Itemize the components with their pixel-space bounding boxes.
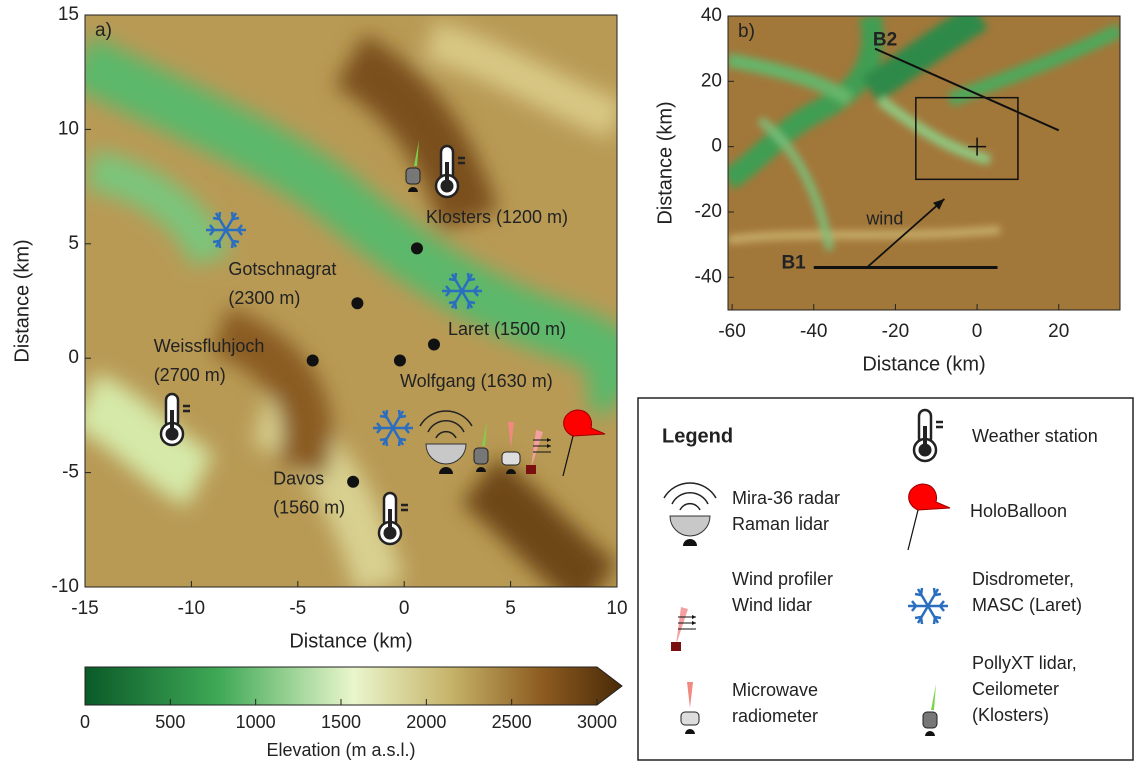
- y-tick-label: 20: [701, 70, 722, 91]
- y-tick-label: 0: [711, 136, 722, 157]
- legend-label: radiometer: [732, 706, 818, 726]
- legend-label: Wind lidar: [732, 595, 812, 615]
- y-tick-label: 15: [58, 4, 79, 25]
- colorbar-tick-label: 500: [155, 712, 185, 732]
- y-tick-label: -40: [695, 266, 722, 287]
- wind-arrow: [866, 198, 946, 269]
- colorbar-tick-label: 1500: [321, 712, 361, 732]
- y-tick-label: -10: [52, 576, 79, 597]
- x-tick-label: 0: [972, 321, 983, 342]
- x-tick-label: -60: [718, 321, 745, 342]
- legend-label: Weather station: [972, 426, 1098, 446]
- x-tick-label: 0: [399, 598, 410, 619]
- site-marker: [347, 475, 360, 488]
- y-axis-label: Distance (km): [11, 239, 33, 362]
- site-label: (2300 m): [228, 288, 300, 308]
- site-marker: [351, 297, 364, 310]
- x-tick-label: 10: [606, 598, 627, 619]
- wind-label: wind: [865, 208, 903, 228]
- x-tick-label: -5: [289, 598, 306, 619]
- legend-label: Raman lidar: [732, 514, 829, 534]
- site-label: (2700 m): [154, 365, 226, 385]
- site-marker: [393, 354, 406, 367]
- transect-label: B2: [873, 30, 897, 51]
- x-axis-label: Distance (km): [289, 630, 412, 652]
- site-label: (1560 m): [273, 498, 345, 518]
- legend-label: Ceilometer: [972, 679, 1059, 699]
- center-marker: [968, 137, 987, 156]
- site-label: Gotschnagrat: [228, 259, 336, 279]
- y-tick-label: -5: [62, 462, 79, 483]
- legend-label: Mira-36 radar: [732, 488, 840, 508]
- axes-b: [727, 15, 1121, 311]
- site-marker: [410, 242, 423, 255]
- colorbar: [84, 666, 623, 706]
- y-tick-label: -20: [695, 201, 722, 222]
- legend-label: Microwave: [732, 680, 818, 700]
- legend-label: Disdrometer,: [972, 569, 1074, 589]
- legend-label: PollyXT lidar,: [972, 653, 1077, 673]
- y-tick-label: 10: [58, 118, 79, 139]
- x-axis-label: Distance (km): [862, 353, 985, 375]
- transect: [874, 47, 1060, 132]
- y-tick-label: 0: [68, 347, 79, 368]
- site-marker: [306, 354, 319, 367]
- colorbar-tick-label: 2000: [406, 712, 446, 732]
- colorbar-tick-label: 2500: [492, 712, 532, 732]
- legend-box: [637, 397, 1134, 761]
- x-tick-label: -20: [882, 321, 909, 342]
- legend-label: HoloBalloon: [970, 501, 1067, 521]
- x-tick-label: 20: [1048, 321, 1069, 342]
- wind-arrowhead: [933, 198, 945, 210]
- site-label: Klosters (1200 m): [426, 207, 568, 227]
- y-axis-label: Distance (km): [654, 101, 676, 224]
- legend-label: MASC (Laret): [972, 595, 1082, 615]
- colorbar-tick-label: 3000: [577, 712, 617, 732]
- colorbar-label: Elevation (m a.s.l.): [266, 740, 415, 760]
- x-tick-label: -40: [800, 321, 827, 342]
- x-tick-label: -10: [178, 598, 205, 619]
- site-label: Laret (1500 m): [448, 319, 566, 339]
- legend-label: Wind profiler: [732, 569, 833, 589]
- panel-label: b): [738, 21, 755, 42]
- transect-label: B1: [781, 253, 806, 274]
- y-tick-label: 5: [68, 233, 79, 254]
- site-label: Weissfluhjoch: [154, 336, 265, 356]
- x-tick-label: -15: [71, 598, 98, 619]
- terrain-a: [85, 15, 617, 587]
- site-label: Davos: [273, 469, 324, 489]
- panel-label: a): [95, 20, 112, 41]
- legend-label: (Klosters): [972, 705, 1049, 725]
- x-tick-label: 5: [505, 598, 516, 619]
- y-tick-label: 40: [701, 5, 722, 26]
- colorbar-tick-label: 1000: [236, 712, 276, 732]
- terrain-b: [728, 16, 1120, 310]
- colorbar-tick-label: 0: [80, 712, 90, 732]
- site-label: Wolfgang (1630 m): [400, 371, 553, 391]
- domain-box: [915, 96, 1019, 181]
- site-marker: [427, 338, 440, 351]
- axes-a: [84, 14, 618, 588]
- legend-title: Legend: [662, 425, 733, 447]
